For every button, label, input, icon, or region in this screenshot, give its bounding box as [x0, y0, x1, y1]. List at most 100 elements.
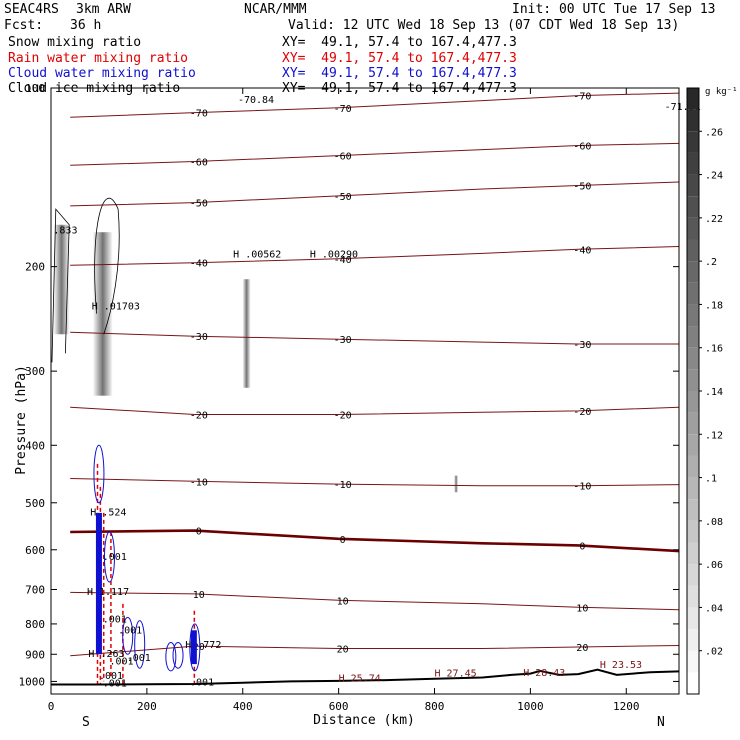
- field-annotation: .001: [109, 657, 133, 668]
- shading-patch: [454, 475, 459, 493]
- model-label: 3km ARW: [76, 2, 131, 17]
- isotherm-layer: -70 -70 -70 -60 -60 -60 -50 -50 -50 -40 -40 -40 -30 -…: [70, 92, 680, 657]
- x-tick-label: 1200: [613, 700, 640, 713]
- isotherm-label: -40: [334, 255, 352, 266]
- isotherm-label: -70: [573, 92, 591, 103]
- isotherm-label: 10: [576, 603, 588, 614]
- isotherm-label: -10: [334, 480, 352, 491]
- snow-contour: [94, 197, 120, 335]
- field-annotation: .001: [127, 653, 151, 664]
- field-annotation: H .00562: [233, 249, 281, 260]
- field-annotation: .001: [99, 671, 123, 682]
- isotherm-label: -50: [190, 199, 208, 210]
- isotherm-label: -60: [190, 157, 208, 168]
- isotherm-label: -30: [190, 332, 208, 343]
- isotherm-label: -20: [190, 411, 208, 422]
- field-annotation: H .263: [88, 649, 124, 660]
- field-annotation: H 1.117: [87, 587, 129, 598]
- isotherm-label: 20: [576, 643, 588, 654]
- isotherm-label: -10: [190, 477, 208, 488]
- isotherm-label: 10: [337, 596, 349, 607]
- terrain-line: [51, 668, 680, 686]
- shading-patch: [53, 224, 70, 335]
- isotherm-line: [70, 406, 680, 415]
- y-tick-label: 200: [25, 261, 45, 274]
- y-tick-label: 800: [25, 618, 45, 631]
- org-label: NCAR/MMM: [244, 2, 307, 17]
- isotherm-label: -10: [573, 482, 591, 493]
- isotherm-label: -70: [190, 109, 208, 120]
- y-tick-label: 700: [25, 584, 45, 597]
- isotherm-label: -40: [190, 259, 208, 270]
- field-name-rain: Rain water mixing ratio: [8, 51, 189, 66]
- y-tick-label: 900: [25, 648, 45, 661]
- x-axis-end-label: N: [657, 715, 665, 730]
- x-axis-label: Distance (km): [313, 713, 415, 728]
- field-annotation: .833: [53, 226, 77, 237]
- isotherm-label: -60: [573, 142, 591, 153]
- isotherm-line: [70, 181, 680, 207]
- field-annotation: -71.31: [665, 102, 701, 113]
- field-annotation: H 27.45: [435, 668, 477, 679]
- isotherm-label: 20: [193, 642, 205, 653]
- x-tick-label: 1000: [517, 700, 544, 713]
- field-xy-snow: XY= 49.1, 57.4 to 167.4,477.3: [282, 35, 517, 50]
- isotherm-label: -20: [573, 407, 591, 418]
- field-annotation: H .01703: [92, 301, 140, 312]
- isotherm-label: -50: [573, 182, 591, 193]
- field-annotation: H .00290: [310, 249, 358, 260]
- cloud-water-contour: [103, 531, 115, 583]
- y-tick-label: 600: [25, 544, 45, 557]
- field-annotation: .001: [103, 679, 127, 690]
- cloud-water-core: [95, 512, 102, 655]
- isotherm-label: -70: [334, 104, 352, 115]
- field-annotation: .001: [103, 614, 127, 625]
- isotherm-label: -60: [334, 152, 352, 163]
- field-annotation: .001: [190, 677, 214, 688]
- snow-contour: [51, 208, 70, 363]
- cloud-water-contour: [172, 642, 184, 669]
- terrain-layer: [51, 668, 680, 686]
- cloud-water-contour: [165, 642, 177, 672]
- isotherm-label: 0: [196, 527, 202, 538]
- isotherm-label: 0: [340, 535, 346, 546]
- isotherm-label: -50: [334, 192, 352, 203]
- valid-time: Valid: 12 UTC Wed 18 Sep 13 (07 CDT Wed …: [288, 18, 680, 33]
- y-tick-label: 100: [25, 82, 45, 95]
- field-annotation: H .524: [90, 507, 126, 518]
- x-tick-label: 800: [425, 700, 445, 713]
- x-tick-label: 200: [137, 700, 157, 713]
- x-tick-label: 600: [329, 700, 349, 713]
- isotherm-label: -20: [334, 411, 352, 422]
- field-xy-rain: XY= 49.1, 57.4 to 167.4,477.3: [282, 51, 517, 66]
- isotherm-label: 20: [337, 644, 349, 655]
- isotherm-line: [70, 478, 680, 487]
- isotherm-line: [70, 142, 680, 166]
- mixing-ratio-layer: [51, 197, 201, 684]
- field-annotation: .001: [103, 552, 127, 563]
- x-axis-start-label: S: [82, 715, 90, 730]
- plot-frame: [50, 87, 680, 695]
- isotherm-label: -30: [334, 335, 352, 346]
- field-annotation: H .772: [185, 640, 221, 651]
- forecast-hours: 36 h: [70, 18, 102, 33]
- axes: 0 200 400 600 800 1000 12001002003004005006007…: [19, 82, 680, 713]
- isotherm-label: -40: [573, 245, 591, 256]
- field-annotation: .001: [118, 625, 142, 636]
- cloud-water-contour: [134, 620, 146, 669]
- shading-patch: [242, 279, 251, 388]
- y-axis-label: Pressure (hPa): [14, 365, 29, 475]
- init-time: Init: 00 UTC Tue 17 Sep 13: [512, 2, 716, 17]
- isotherm-label: 0: [579, 541, 585, 552]
- field-annotation: -70.84: [238, 95, 274, 106]
- isotherm-line: [70, 246, 680, 266]
- annotation-layer: -70.84 -71.31 H .00562 H .00290 H .01703 .833…: [53, 95, 700, 690]
- cloud-water-contour: [189, 623, 201, 672]
- isotherm-label: 10: [193, 590, 205, 601]
- y-tick-label: 300: [25, 365, 45, 378]
- y-tick-label: 500: [25, 497, 45, 510]
- isotherm-line: [70, 529, 680, 553]
- isotherm-line: [70, 591, 680, 611]
- isotherm-line: [70, 331, 679, 345]
